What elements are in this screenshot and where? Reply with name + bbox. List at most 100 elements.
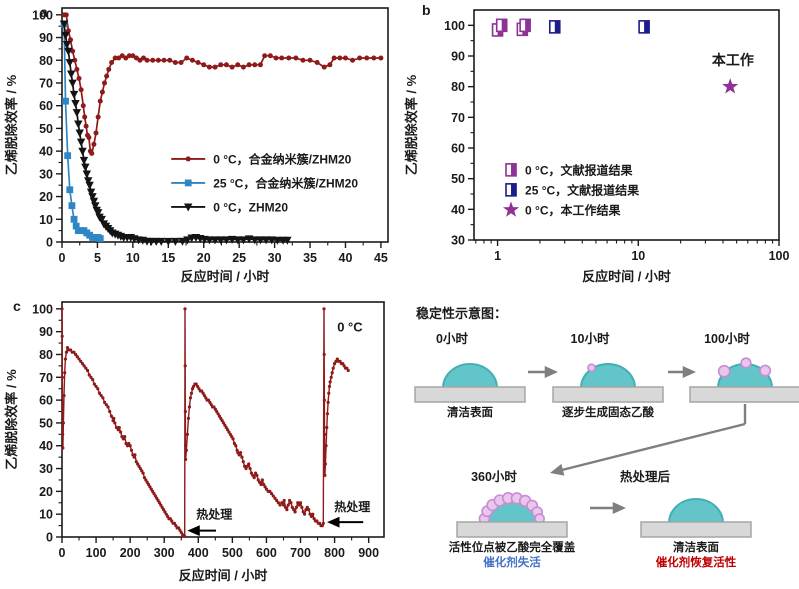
y-tick-label: 30 xyxy=(39,462,53,476)
axes: 0 5 10 15 20 25 30 35 40 45 0 10 20 30 40 50 60 70 80 90 100 xyxy=(32,8,388,265)
chart-b-literature-comparison: 1 10 100 30 40 50 60 70 80 90 100 反应时间 / 小时 乙烯脱除效率 /… xyxy=(400,0,799,295)
series-lit-0C xyxy=(491,18,531,37)
legend-label: 0 °C，本工作结果 xyxy=(525,202,620,217)
y-tick-label: 40 xyxy=(39,439,53,453)
chart-a-efficiency-vs-time: 0 5 10 15 20 25 30 35 40 45 0 10 20 30 40 50 60 70 80 90 100… xyxy=(0,0,400,295)
x-tick-label: 20 xyxy=(197,251,211,265)
panel-a-letter: a xyxy=(40,4,48,20)
x-tick-label: 700 xyxy=(290,546,311,560)
droplet-art xyxy=(414,363,526,403)
y-tick-label: 90 xyxy=(39,31,53,45)
x-tick-label: 30 xyxy=(268,251,282,265)
legend-label: 25 °C，文献报道结果 xyxy=(525,182,639,197)
x-tick-label: 45 xyxy=(374,251,388,265)
y-axis-title: 乙烯脱除效率 / % xyxy=(404,74,419,175)
schematic-panel: 稳定性示意图： 0小时 清洁表面 10小时 逐步生成固态乙酸 100小时 360… xyxy=(400,290,799,589)
x-tick-label: 600 xyxy=(256,546,277,560)
y-tick-label: 40 xyxy=(451,203,465,217)
stage-4-caption: 清洁表面 xyxy=(673,542,719,554)
y-tick-label: 30 xyxy=(451,234,465,248)
x-tick-label: 0 xyxy=(59,546,66,560)
legend: 0 °C，合金纳米簇/ZHM20 25 °C，合金纳米簇/ZHM20 0 °C，ZH… xyxy=(171,151,358,214)
x-tick-label: 800 xyxy=(324,546,345,560)
droplet-art xyxy=(552,363,664,403)
stage-1-time: 10小时 xyxy=(570,332,610,346)
x-tick-label: 0 xyxy=(59,251,66,265)
y-tick-label: 50 xyxy=(451,172,465,186)
x-tick-label: 10 xyxy=(126,251,140,265)
legend-label: 0 °C，合金纳米簇/ZHM20 xyxy=(213,151,351,166)
y-tick-label: 10 xyxy=(39,508,53,522)
y-tick-label: 90 xyxy=(451,50,465,64)
y-tick-label: 100 xyxy=(32,8,53,22)
axes: 0 100 200 300 400 500 600 700 800 900 0 10 20 30 40 50 6… xyxy=(32,302,379,560)
schematic-arrows xyxy=(528,365,747,515)
legend: 0 °C，文献报道结果 25 °C，文献报道结果 0 °C，本工作结果 xyxy=(502,162,639,217)
x-tick-label: 500 xyxy=(222,546,243,560)
y-axis-title: 乙烯脱除效率 / % xyxy=(4,74,19,175)
y-tick-label: 60 xyxy=(451,142,465,156)
y-tick-label: 50 xyxy=(39,416,53,430)
droplet-art xyxy=(640,498,752,538)
x-tick-label: 100 xyxy=(86,546,107,560)
series-black-0C-ZHM20 xyxy=(59,20,292,246)
series-red-0C-alloy xyxy=(61,12,384,156)
y-tick-label: 70 xyxy=(39,371,53,385)
stage-2-droplet xyxy=(687,347,799,405)
x-tick-label: 200 xyxy=(120,546,141,560)
x-tick-label: 100 xyxy=(769,249,790,263)
y-tick-label: 40 xyxy=(39,145,53,159)
stage-1-caption: 逐步生成固态乙酸 xyxy=(562,407,654,419)
stage-1-droplet xyxy=(550,347,666,405)
x-tick-label: 1 xyxy=(494,249,501,263)
droplet-art xyxy=(456,492,568,538)
y-tick-label: 80 xyxy=(451,80,465,94)
stage-4-status: 催化剂恢复活性 xyxy=(655,557,737,569)
stage-3-time: 360小时 xyxy=(471,470,517,484)
x-tick-label: 900 xyxy=(358,546,379,560)
series-lit-25C xyxy=(548,20,650,34)
x-tick-label: 5 xyxy=(94,251,101,265)
series-red-0C-longterm xyxy=(60,307,350,538)
y-tick-label: 70 xyxy=(451,111,465,125)
stage-3-status: 催化剂失活 xyxy=(483,557,541,569)
series-this-work xyxy=(722,78,739,94)
stage-0-caption: 清洁表面 xyxy=(447,407,493,419)
x-axis-title: 反应时间 / 小时 xyxy=(179,568,268,583)
chart-c-longterm-stability: 0 100 200 300 400 500 600 700 800 900 0 10 20 30 40 50 6… xyxy=(0,290,400,589)
y-tick-label: 10 xyxy=(39,213,53,227)
y-tick-label: 80 xyxy=(39,348,53,362)
y-axis-title: 乙烯脱除效率 / % xyxy=(4,369,19,470)
y-tick-label: 90 xyxy=(39,325,53,339)
x-axis-title: 反应时间 / 小时 xyxy=(582,269,671,284)
schematic-title: 稳定性示意图： xyxy=(416,306,508,321)
stage-0-time: 0小时 xyxy=(436,332,468,346)
y-tick-label: 30 xyxy=(39,167,53,181)
y-tick-label: 100 xyxy=(444,19,465,33)
x-tick-label: 400 xyxy=(188,546,209,560)
chart-a-canvas: 0 5 10 15 20 25 30 35 40 45 0 10 20 30 40 50 60 70 80 90 100… xyxy=(4,7,389,284)
stage-0-droplet xyxy=(412,347,528,405)
axes: 1 10 100 30 40 50 60 70 80 90 100 xyxy=(444,19,789,263)
annotation-text: 热处理 xyxy=(334,499,370,514)
panel-b-letter: b xyxy=(422,2,431,18)
x-axis-title: 反应时间 / 小时 xyxy=(181,269,270,284)
legend-label: 0 °C，ZHM20 xyxy=(213,200,288,214)
chart-c-canvas: 0 100 200 300 400 500 600 700 800 900 0 10 20 30 40 50 6… xyxy=(4,301,385,583)
panel-a: a 0 5 10 15 20 25 30 35 40 45 0 10 20 30 40 50 60 70 80 90 1… xyxy=(0,0,400,290)
x-tick-label: 35 xyxy=(303,251,317,265)
annotation-text: 0 °C xyxy=(337,320,363,335)
droplet-art xyxy=(689,357,799,403)
x-tick-label: 300 xyxy=(154,546,175,560)
legend-label: 0 °C，文献报道结果 xyxy=(525,162,632,177)
x-tick-label: 10 xyxy=(631,249,645,263)
stage-4-droplet xyxy=(638,482,754,540)
y-tick-label: 60 xyxy=(39,99,53,113)
y-tick-label: 100 xyxy=(32,302,53,316)
x-tick-label: 25 xyxy=(232,251,246,265)
stage-3-caption: 活性位点被乙酸完全覆盖 xyxy=(448,542,576,554)
y-tick-label: 20 xyxy=(39,485,53,499)
x-tick-label: 15 xyxy=(161,251,175,265)
y-tick-label: 60 xyxy=(39,394,53,408)
